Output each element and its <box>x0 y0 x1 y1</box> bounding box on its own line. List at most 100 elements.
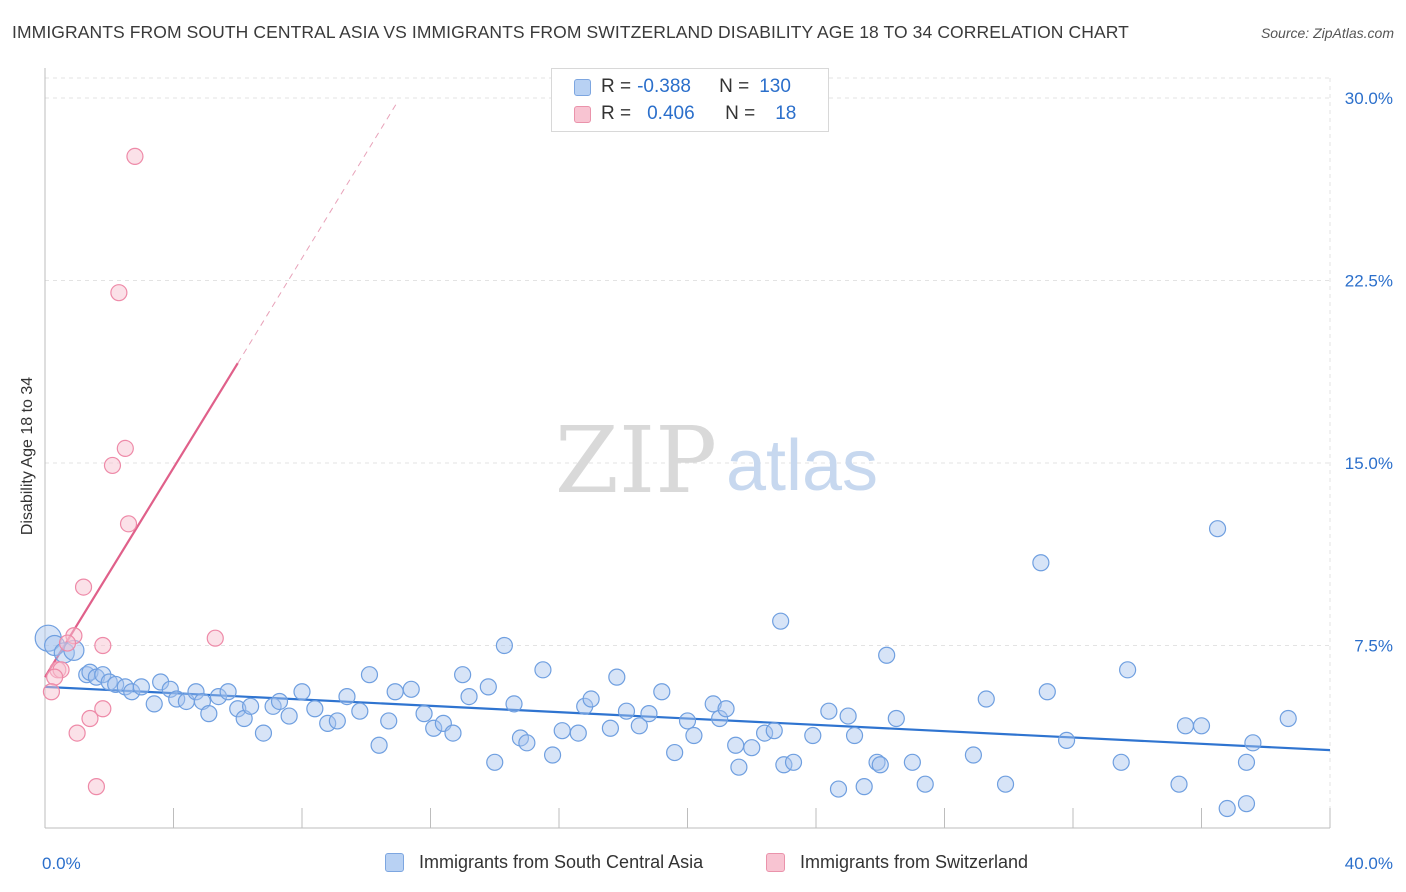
data-point-south-central-asia <box>254 724 273 742</box>
data-point-south-central-asia <box>743 739 761 757</box>
data-point-south-central-asia <box>772 612 790 630</box>
y-tick-label: 7.5% <box>1354 637 1393 656</box>
data-point-south-central-asia <box>242 697 260 715</box>
data-point-south-central-asia <box>553 722 571 740</box>
legend-swatch-blue <box>385 853 404 872</box>
legend-swatch-blue <box>574 78 591 96</box>
series-legend: Immigrants from South Central Asia Immig… <box>0 852 1406 878</box>
x-tick-label: 0.0% <box>42 854 81 873</box>
data-point-switzerland <box>68 724 86 742</box>
data-point-south-central-asia <box>1279 709 1297 728</box>
data-point-south-central-asia <box>123 683 141 701</box>
data-point-south-central-asia <box>685 726 703 745</box>
data-point-south-central-asia <box>370 736 388 754</box>
data-point-south-central-asia <box>1032 554 1050 572</box>
data-point-south-central-asia <box>219 683 237 701</box>
data-point-switzerland <box>103 456 122 475</box>
data-point-south-central-asia <box>1237 753 1256 771</box>
legend-r-label: R = <box>601 76 632 97</box>
data-point-south-central-asia <box>505 695 523 713</box>
axes <box>44 68 1331 829</box>
data-point-south-central-asia <box>1057 731 1076 750</box>
data-point-south-central-asia <box>608 668 626 686</box>
trend-line-switzerland <box>44 362 239 678</box>
data-point-south-central-asia <box>977 690 995 708</box>
data-point-south-central-asia <box>145 695 163 713</box>
data-point-switzerland <box>94 700 112 718</box>
data-point-south-central-asia <box>727 736 745 754</box>
data-point-south-central-asia <box>765 722 783 740</box>
data-point-south-central-asia <box>711 709 729 728</box>
data-point-south-central-asia <box>402 680 420 698</box>
legend-n-value: 130 <box>759 76 791 97</box>
trend-line-switzerland-extension <box>237 100 399 364</box>
data-point-switzerland <box>42 683 61 701</box>
data-point-switzerland <box>58 634 77 652</box>
y-tick-label: 15.0% <box>1345 454 1393 473</box>
correlation-legend: R = -0.388 N = 130 R = 0.406 N = 18 <box>551 68 829 132</box>
data-point-south-central-asia <box>839 707 857 725</box>
data-point-south-central-asia <box>804 726 822 745</box>
data-point-south-central-asia <box>717 700 735 718</box>
data-point-south-central-asia <box>209 687 228 706</box>
data-point-south-central-asia <box>351 702 369 720</box>
data-point-south-central-asia <box>1119 661 1137 679</box>
data-point-switzerland <box>46 668 64 686</box>
data-point-south-central-asia <box>601 719 620 737</box>
data-point-south-central-asia <box>829 780 848 798</box>
data-point-south-central-asia <box>534 661 552 679</box>
tick-labels: 7.5% 15.0% 22.5% 30.0% 0.0% 40.0% <box>42 89 1393 873</box>
data-point-south-central-asia <box>1170 775 1188 793</box>
data-point-switzerland <box>87 778 106 796</box>
data-point-south-central-asia <box>338 687 356 706</box>
data-point-switzerland <box>110 284 128 302</box>
data-point-south-central-asia <box>871 756 889 774</box>
data-point-south-central-asia <box>200 705 218 723</box>
legend-r-value: 0.406 <box>647 103 695 124</box>
data-point-switzerland <box>119 515 138 533</box>
data-point-south-central-asia <box>543 746 562 764</box>
data-point-south-central-asia <box>617 702 636 720</box>
watermark-zip: ZIP <box>555 407 717 514</box>
data-point-south-central-asia <box>306 700 324 718</box>
data-point-south-central-asia <box>666 743 684 762</box>
watermark-atlas: atlas <box>726 426 878 506</box>
data-point-south-central-asia <box>460 687 478 706</box>
data-point-south-central-asia <box>161 680 179 698</box>
data-point-south-central-asia <box>916 775 934 793</box>
data-point-south-central-asia <box>704 695 722 713</box>
data-point-south-central-asia <box>678 712 697 730</box>
data-point-south-central-asia <box>868 753 886 771</box>
data-point-south-central-asia <box>380 712 398 730</box>
data-point-south-central-asia <box>486 753 504 771</box>
data-point-south-central-asia <box>280 707 298 725</box>
data-points <box>34 147 1297 818</box>
data-point-south-central-asia <box>1237 795 1256 813</box>
data-point-switzerland <box>81 709 99 728</box>
data-point-south-central-asia <box>1244 734 1262 752</box>
data-point-south-central-asia <box>229 700 247 718</box>
data-point-south-central-asia <box>479 678 497 696</box>
legend-series-name: Immigrants from South Central Asia <box>419 852 704 872</box>
data-point-south-central-asia <box>1038 683 1056 701</box>
data-point-south-central-asia <box>996 775 1015 793</box>
data-point-south-central-asia <box>582 690 600 708</box>
legend-n-label: N = <box>719 76 750 97</box>
data-point-switzerland <box>116 439 134 457</box>
data-point-south-central-asia <box>730 758 748 776</box>
data-point-south-central-asia <box>569 724 587 742</box>
chart-title: IMMIGRANTS FROM SOUTH CENTRAL ASIA VS IM… <box>12 22 1129 42</box>
legend-row-switzerland: R = 0.406 N = 18 <box>552 101 796 127</box>
data-point-south-central-asia <box>495 636 513 655</box>
data-point-south-central-asia <box>132 678 150 696</box>
data-point-south-central-asia <box>1192 717 1211 735</box>
trend-lines <box>44 100 1331 752</box>
legend-n-value: 18 <box>775 103 797 124</box>
data-point-south-central-asia <box>653 683 671 701</box>
data-point-south-central-asia <box>878 646 896 664</box>
data-point-south-central-asia <box>1112 753 1130 771</box>
data-point-south-central-asia <box>1208 520 1227 538</box>
data-point-switzerland <box>126 147 144 165</box>
data-point-south-central-asia <box>293 683 311 701</box>
